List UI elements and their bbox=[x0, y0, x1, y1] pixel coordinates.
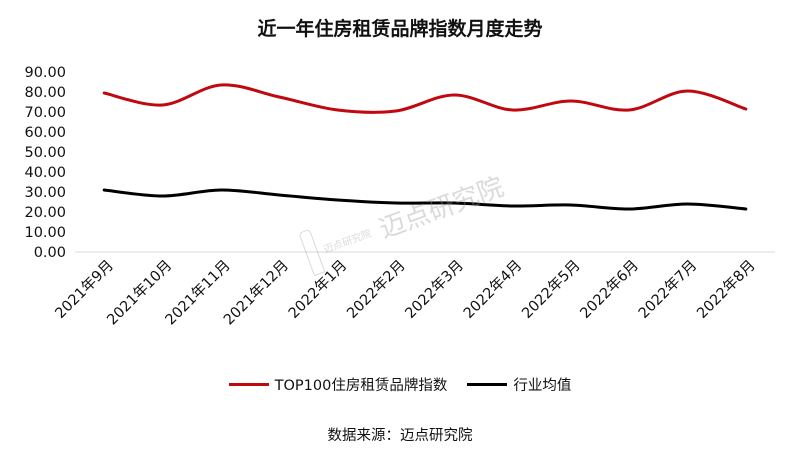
legend-swatch-industry-avg bbox=[467, 383, 508, 386]
data-point-industry-avg bbox=[219, 189, 222, 192]
data-source: 数据来源：迈点研究院 bbox=[327, 428, 473, 444]
data-point-top100 bbox=[103, 92, 106, 95]
x-tick-label: 2022年3月 bbox=[402, 257, 467, 322]
data-point-top100 bbox=[453, 94, 456, 97]
x-tick-label: 2022年2月 bbox=[344, 257, 409, 322]
data-point-industry-avg bbox=[686, 203, 689, 206]
y-tick-label: 60.00 bbox=[24, 125, 66, 141]
data-point-industry-avg bbox=[278, 194, 281, 197]
legend: TOP100住房租赁品牌指数 行业均值 bbox=[0, 374, 800, 395]
data-point-industry-avg bbox=[161, 195, 164, 198]
data-point-top100 bbox=[394, 110, 397, 113]
legend-item-top100: TOP100住房租赁品牌指数 bbox=[228, 374, 448, 395]
legend-label-top100: TOP100住房租赁品牌指数 bbox=[274, 378, 448, 394]
y-tick-label: 90.00 bbox=[24, 65, 66, 81]
data-point-top100 bbox=[686, 90, 689, 93]
legend-swatch-top100 bbox=[228, 383, 269, 386]
y-tick-label: 20.00 bbox=[24, 205, 66, 221]
chart-title: 近一年住房租赁品牌指数月度走势 bbox=[257, 18, 543, 40]
y-tick-label: 80.00 bbox=[24, 85, 66, 101]
y-tick-label: 70.00 bbox=[24, 105, 66, 121]
data-point-top100 bbox=[161, 104, 164, 107]
y-tick-label: 50.00 bbox=[24, 145, 66, 161]
data-point-industry-avg bbox=[103, 189, 106, 192]
x-tick-label: 2022年7月 bbox=[635, 257, 700, 322]
x-tick-label: 2021年9月 bbox=[52, 257, 117, 322]
series-line-top100 bbox=[102, 83, 748, 114]
series-line-industry-avg bbox=[102, 188, 748, 211]
x-tick-label: 2022年4月 bbox=[460, 257, 525, 322]
x-tick-label: 2022年6月 bbox=[577, 257, 642, 322]
y-tick-label: 10.00 bbox=[24, 225, 66, 241]
watermark-small-text: 迈点研究院 bbox=[321, 228, 373, 256]
x-tick-label: 2022年5月 bbox=[519, 257, 584, 322]
data-point-top100 bbox=[569, 100, 572, 103]
data-point-top100 bbox=[336, 109, 339, 112]
data-point-top100 bbox=[511, 109, 514, 112]
data-point-top100 bbox=[744, 108, 747, 111]
y-tick-label: 40.00 bbox=[24, 165, 66, 181]
data-point-top100 bbox=[278, 96, 281, 99]
data-point-industry-avg bbox=[569, 204, 572, 207]
y-tick-label: 30.00 bbox=[24, 185, 66, 201]
legend-label-industry-avg: 行业均值 bbox=[513, 378, 572, 394]
data-point-industry-avg bbox=[336, 199, 339, 202]
data-point-industry-avg bbox=[628, 208, 631, 211]
data-point-industry-avg bbox=[744, 208, 747, 211]
legend-item-industry-avg: 行业均值 bbox=[467, 374, 571, 395]
data-point-top100 bbox=[628, 109, 631, 112]
x-tick-label: 2022年8月 bbox=[694, 257, 759, 322]
y-tick-label: 0.00 bbox=[34, 245, 66, 261]
data-point-industry-avg bbox=[511, 205, 514, 208]
data-point-top100 bbox=[219, 84, 222, 87]
